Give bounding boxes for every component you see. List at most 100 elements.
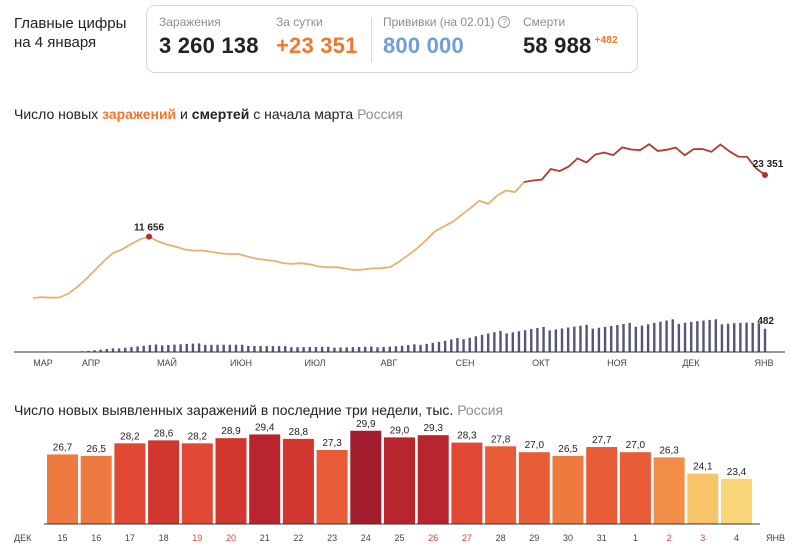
deaths-bar	[142, 345, 145, 352]
question-icon[interactable]: ?	[498, 16, 511, 28]
stat-vaccinations: Прививки (на 02.01) ? 800 000	[383, 15, 511, 59]
deaths-bar	[431, 342, 435, 352]
bar-2	[653, 457, 685, 524]
deaths-bar	[566, 327, 570, 352]
line-x-tick: АВГ	[381, 358, 398, 368]
deaths-bar	[554, 329, 558, 352]
bar-x-tick: 15	[57, 533, 67, 543]
deaths-bar	[265, 346, 268, 352]
deaths-bar	[603, 326, 607, 352]
stat-daily-value: +23 351	[276, 33, 358, 58]
deaths-bar	[253, 346, 256, 352]
deaths-bar	[154, 344, 158, 352]
line-title-infections: заражений	[102, 106, 177, 122]
bar-1	[619, 452, 651, 524]
deaths-bar	[443, 340, 447, 352]
bar-value-label: 28,2	[120, 431, 140, 442]
bar-x-tick: 20	[226, 533, 236, 543]
deaths-bar	[185, 343, 188, 352]
line-x-tick: НОЯ	[607, 358, 627, 368]
deaths-bar	[597, 327, 601, 352]
bar-24	[350, 430, 382, 524]
bar-21	[249, 434, 281, 524]
deaths-bar	[585, 324, 588, 352]
stat-daily: За сутки +23 351	[276, 15, 358, 59]
bar-x-tick: 29	[529, 533, 539, 543]
bar-x-tick: 19	[192, 533, 202, 543]
deaths-bar	[130, 347, 133, 352]
bar-start-label: ДЕК	[14, 533, 32, 543]
bar-value-label: 28,3	[457, 431, 477, 442]
deaths-bar	[739, 322, 742, 352]
bar-value-label: 27,0	[626, 440, 646, 451]
deaths-bar	[376, 347, 379, 352]
bar-23	[316, 449, 348, 524]
deaths-bar	[222, 344, 225, 352]
bar-value-label: 28,9	[221, 426, 241, 437]
infections-line-light	[32, 181, 525, 299]
deaths-bar	[462, 339, 465, 352]
deaths-bar	[468, 337, 471, 352]
deaths-bar	[117, 348, 121, 352]
bar-30	[552, 455, 584, 524]
deaths-bar	[419, 344, 422, 352]
deaths-bar	[314, 346, 318, 352]
deaths-bar	[111, 348, 115, 352]
bar-end-label: ЯНВ	[766, 533, 785, 543]
deaths-bar	[167, 345, 170, 352]
deaths-bar	[105, 349, 109, 352]
deaths-bar	[456, 338, 459, 352]
deaths-bars-group	[31, 319, 767, 353]
bar-title-region: Россия	[457, 402, 504, 418]
deaths-bar	[745, 322, 748, 352]
bar-25	[384, 437, 415, 524]
deaths-bar	[665, 320, 668, 352]
deaths-bar	[124, 347, 127, 352]
deaths-bar	[542, 326, 545, 352]
deaths-bar	[339, 347, 342, 352]
deaths-bar	[290, 347, 293, 352]
line-x-tick: ЯНВ	[754, 358, 773, 368]
deaths-bar	[628, 322, 631, 352]
line-x-tick: МАР	[33, 358, 53, 368]
bar-value-label: 27,8	[491, 434, 511, 445]
line-x-tick: МАЙ	[157, 357, 177, 368]
line-title-region: Россия	[357, 106, 403, 122]
deaths-bar	[450, 339, 453, 352]
deaths-bar	[87, 350, 90, 352]
line-x-tick: АПР	[82, 358, 100, 368]
deaths-bar	[277, 346, 281, 352]
bar-16	[80, 455, 112, 524]
bar-19	[181, 443, 213, 524]
bar-value-label: 29,4	[255, 422, 275, 433]
deaths-bar	[548, 330, 551, 352]
deaths-bar	[536, 327, 539, 352]
line-title-part3: и	[176, 106, 192, 122]
bar-value-label: 26,7	[53, 442, 73, 453]
deaths-bar	[259, 346, 262, 352]
deaths-bar	[148, 345, 152, 352]
stats-card: Заражения 3 260 138 За сутки +23 351 При…	[146, 5, 638, 73]
last-value-label: 23 351	[753, 159, 784, 170]
bar-27	[451, 442, 483, 524]
deaths-bar	[499, 330, 502, 352]
bar-x-tick: 22	[293, 533, 303, 543]
bar-value-label: 26,5	[558, 444, 578, 455]
deaths-bar	[370, 346, 373, 352]
stat-deaths-value-row: 58 988 +482	[523, 33, 618, 59]
last-marker	[762, 172, 768, 179]
bar-value-label: 29,3	[423, 423, 443, 434]
deaths-bar	[204, 344, 207, 352]
deaths-bar	[308, 347, 312, 352]
deaths-bar	[573, 326, 576, 352]
deaths-bar	[271, 346, 275, 352]
stat-infections-value: 3 260 138	[159, 33, 259, 58]
deaths-bar	[413, 344, 416, 352]
deaths-bar	[474, 336, 478, 352]
stat-vaccinations-label: Прививки (на 02.01)	[383, 15, 495, 29]
deaths-bar	[763, 328, 767, 352]
deaths-bar	[382, 346, 385, 352]
deaths-bar	[505, 333, 508, 352]
deaths-bar	[216, 344, 219, 352]
deaths-bar	[400, 345, 404, 352]
